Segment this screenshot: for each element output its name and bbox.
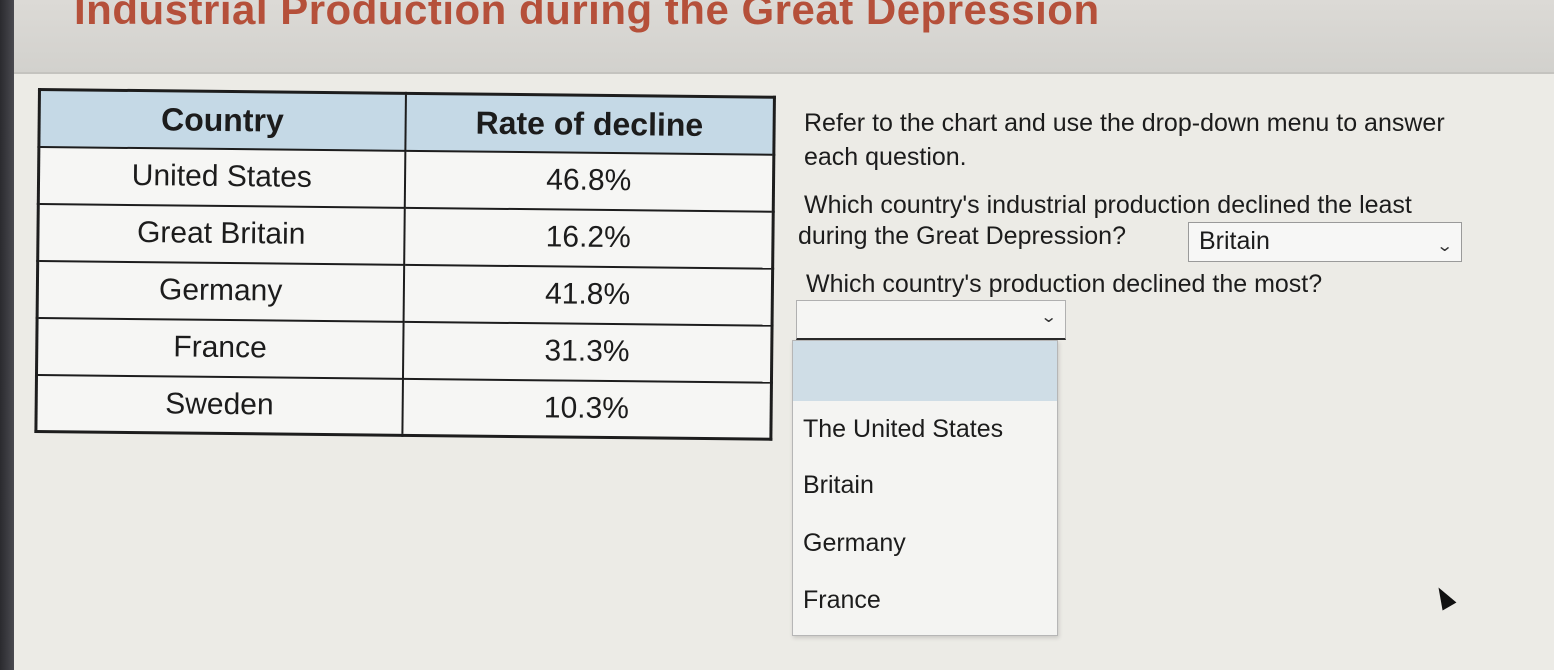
question-1-text: Which country's industrial production de… [804, 191, 1412, 219]
question-2-text: Which country's production declined the … [806, 270, 1323, 298]
country-cell: Great Britain [37, 203, 405, 265]
rate-cell: 31.3% [402, 321, 773, 383]
table-row: Sweden 10.3% [35, 374, 772, 440]
question-2-dropdown[interactable]: ⌄ [796, 300, 1066, 340]
dropdown-option[interactable]: Germany [803, 529, 906, 557]
country-cell: Germany [37, 260, 404, 322]
decline-table: Country Rate of decline United States 46… [34, 88, 776, 441]
column-header-rate: Rate of decline [404, 93, 775, 155]
dropdown-option-blank[interactable] [793, 341, 1057, 401]
question-1-text-line2: during the Great Depression? [798, 222, 1126, 250]
chevron-down-icon: ⌄ [1435, 238, 1454, 255]
dropdown-option[interactable]: The United States [803, 415, 1004, 443]
table-header-row: Country Rate of decline [38, 89, 775, 155]
page-title: Industrial Production during the Great D… [74, 0, 1100, 33]
question-2-dropdown-list: The United States Britain Germany France [792, 340, 1058, 636]
column-header-country: Country [38, 89, 406, 151]
table-row: Germany 41.8% [37, 260, 773, 326]
dropdown-option[interactable]: Britain [803, 471, 874, 499]
table-row: Great Britain 16.2% [37, 203, 774, 269]
country-cell: United States [38, 146, 405, 208]
country-cell: Sweden [35, 374, 403, 436]
table-row: United States 46.8% [38, 146, 774, 212]
screen-bezel [0, 0, 14, 670]
table-row: France 31.3% [36, 317, 773, 383]
rate-cell: 46.8% [404, 150, 774, 212]
question-1-dropdown[interactable]: Britain ⌄ [1188, 222, 1462, 262]
instructions-text: Refer to the chart and use the drop-down… [804, 109, 1445, 171]
country-cell: France [36, 317, 404, 379]
header-band: Industrial Production during the Great D… [14, 0, 1554, 74]
rate-cell: 10.3% [401, 378, 772, 440]
chevron-down-icon: ⌄ [1039, 309, 1058, 326]
dropdown-option[interactable]: France [803, 586, 881, 614]
rate-cell: 16.2% [403, 207, 774, 269]
rate-cell: 41.8% [403, 264, 773, 326]
question-1-selected-value: Britain [1199, 227, 1270, 255]
